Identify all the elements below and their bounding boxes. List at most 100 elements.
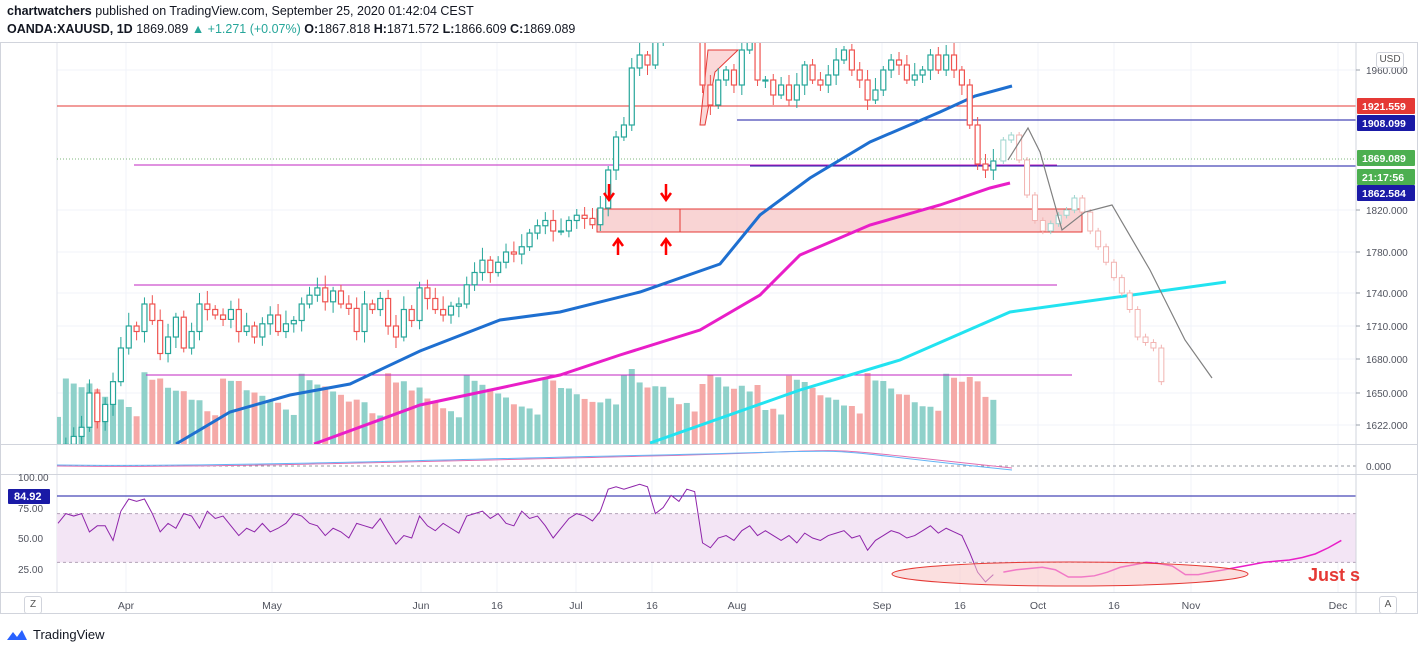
candle-body — [502, 251, 510, 263]
candle-body — [557, 230, 565, 233]
y-tick-label: 1740.000 — [1366, 289, 1408, 300]
candle-body — [172, 316, 179, 338]
author-name: chartwatchers — [7, 4, 92, 18]
projection-body — [1063, 209, 1070, 216]
ohlc-legend: OANDA:XAUUSD, 1D 1869.089 ▲ +1.271 (+0.0… — [7, 22, 575, 36]
candle-body — [809, 64, 816, 81]
volume-bar — [785, 375, 792, 444]
candle-body — [164, 336, 172, 355]
last-price: 1869.089 — [136, 22, 189, 36]
volume-bar — [188, 399, 195, 444]
candle-body — [738, 49, 745, 86]
candle-body — [581, 214, 588, 220]
y-tick-label: 1820.000 — [1366, 206, 1408, 217]
candle-body — [793, 84, 800, 101]
x-tick-label: 16 — [954, 600, 966, 612]
candle-body — [141, 303, 148, 333]
candle-body — [385, 297, 392, 327]
candle-body — [94, 392, 101, 423]
macd-line — [56, 450, 1013, 471]
candle-body — [377, 297, 384, 311]
volume-bar — [133, 416, 140, 444]
volume-bar — [385, 373, 392, 444]
volume-bar — [172, 390, 179, 444]
auto-scale-button[interactable]: A — [1379, 596, 1397, 614]
volume-bar — [943, 373, 950, 444]
candle-body — [903, 64, 910, 81]
rsi-tick-label: 75.00 — [18, 504, 43, 515]
arrow-down-icon — [659, 184, 673, 203]
candle-body — [204, 303, 211, 311]
candle-body — [133, 325, 140, 333]
y-tick-label: 1622.000 — [1366, 421, 1408, 432]
brand-label[interactable]: TradingView — [33, 627, 105, 642]
ma-100-line — [313, 181, 1011, 444]
candle-body — [872, 89, 879, 101]
candle-body — [597, 207, 604, 226]
volume-bar — [801, 382, 808, 444]
volume-bar — [738, 385, 745, 444]
volume-bar — [361, 402, 368, 444]
volume-bar — [793, 379, 800, 444]
candle-body — [219, 314, 227, 321]
volume-bar — [180, 391, 187, 444]
candle-body — [825, 74, 832, 86]
candle-body — [392, 325, 400, 338]
rsi-value-label: 84.92 — [14, 491, 42, 503]
rsi-tick-label: 50.00 — [18, 534, 43, 545]
candle-body — [267, 314, 274, 325]
volume-bar — [597, 402, 604, 444]
x-tick-label: 16 — [1108, 600, 1120, 612]
volume-bar — [243, 390, 250, 444]
candle-body — [314, 287, 321, 296]
volume-bar — [503, 397, 510, 444]
x-tick-label: May — [262, 600, 283, 612]
volume-bar — [911, 402, 918, 444]
candle-body — [109, 381, 117, 406]
candle-body — [880, 69, 887, 91]
volume-bar — [275, 402, 282, 444]
volume-bar — [330, 391, 337, 444]
price-label-box — [1357, 169, 1415, 185]
candle-body — [982, 163, 989, 171]
arrow-up-icon — [611, 236, 625, 255]
zoom-button[interactable]: Z — [24, 596, 42, 614]
candle-body — [707, 84, 714, 106]
candle-body — [573, 214, 580, 222]
volume-bar — [581, 398, 588, 444]
rsi-pane — [57, 483, 1356, 587]
candle-body — [715, 79, 722, 106]
candle-body — [274, 314, 282, 333]
candle-body — [56, 456, 61, 463]
volume-bar — [526, 408, 533, 444]
ma-50-line — [175, 84, 1013, 444]
arrow-up-icon — [659, 236, 673, 255]
high-value: 1871.572 — [386, 22, 440, 36]
volume-bar — [432, 402, 439, 444]
high-label: H: — [373, 22, 387, 36]
volume-bar — [220, 378, 227, 444]
projection-body — [1142, 336, 1149, 343]
candle-body — [408, 308, 415, 322]
candle-body — [628, 67, 635, 126]
candle-body — [958, 69, 966, 86]
change-value: ▲ +1.271 (+0.07%) — [191, 22, 301, 36]
projection-body — [1047, 223, 1054, 232]
volume-bar — [565, 388, 572, 444]
symbol-label[interactable]: OANDA:XAUUSD, 1D — [7, 22, 133, 36]
projection — [1000, 126, 1213, 386]
candle-body — [840, 49, 848, 61]
volume-bar — [416, 387, 423, 444]
currency-button[interactable]: USD — [1376, 52, 1404, 68]
candle-body — [762, 79, 769, 82]
volume-bar — [290, 414, 297, 444]
volume-bar — [463, 374, 470, 444]
candle-body — [943, 54, 950, 71]
candle-body — [212, 308, 219, 316]
volume-bar — [730, 388, 737, 444]
candle-body — [432, 297, 439, 311]
volume-bar — [715, 377, 722, 444]
volume-bar — [660, 386, 667, 444]
candle-body — [361, 303, 368, 333]
